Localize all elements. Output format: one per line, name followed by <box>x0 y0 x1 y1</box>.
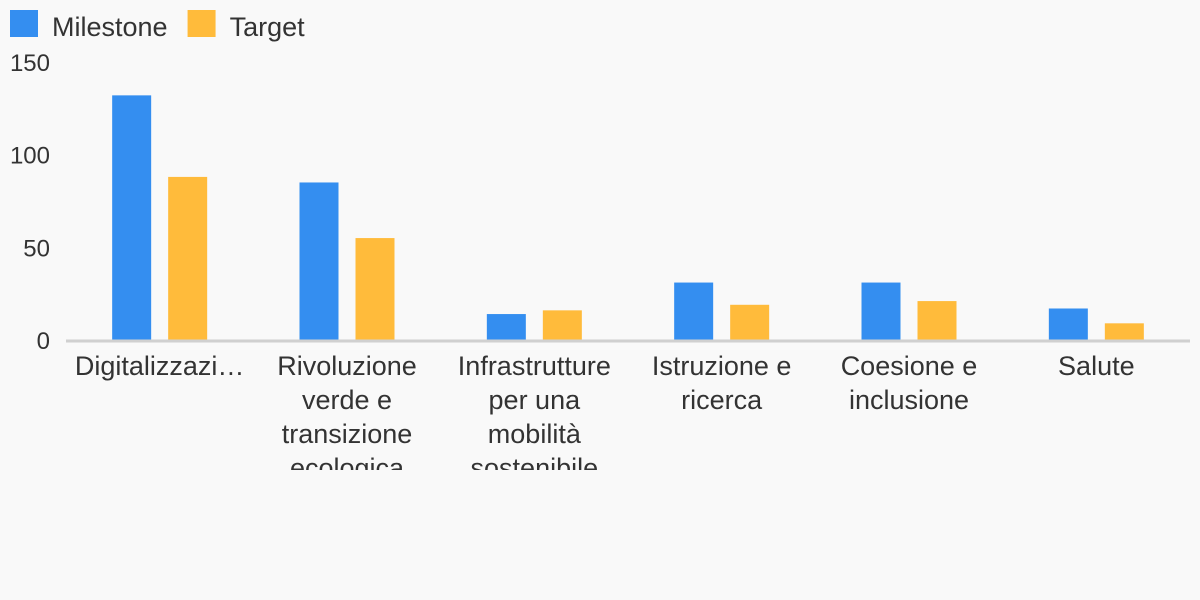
legend-label-target: Target <box>230 12 306 42</box>
bar-target <box>542 310 582 340</box>
y-tick-label: 100 <box>10 143 50 170</box>
x-tick-label: Digitalizzazi… <box>75 351 245 381</box>
y-axis: 0 50 100 150 <box>10 50 50 355</box>
y-tick-label: 0 <box>37 328 50 355</box>
bar-target <box>917 301 957 340</box>
legend-label-milestone: Milestone <box>52 12 168 42</box>
x-tick-label: Coesione e inclusione <box>841 351 978 415</box>
bar-milestone <box>486 314 526 340</box>
bar-target <box>1104 323 1144 340</box>
bar-milestone <box>674 282 714 340</box>
bars <box>112 95 1144 340</box>
bar-target <box>168 176 208 340</box>
x-tick-label: Salute <box>1058 351 1135 381</box>
bar-target <box>730 304 770 340</box>
x-tick-label: Istruzione e ricerca <box>652 351 792 415</box>
y-tick-label: 150 <box>10 50 50 77</box>
bar-milestone <box>861 282 901 340</box>
bar-milestone <box>1048 308 1088 340</box>
x-tick-label: Infrastrutture per una mobilità sostenibile <box>458 351 611 483</box>
legend: Milestone Target <box>10 10 305 42</box>
x-axis-labels: Digitalizzazi… Rivoluzione verde e transizi… <box>75 351 1135 483</box>
bar-milestone <box>112 95 152 340</box>
legend-swatch-milestone <box>10 10 38 37</box>
bar-target <box>355 238 395 340</box>
bar-milestone <box>299 182 339 340</box>
y-tick-label: 50 <box>23 235 50 262</box>
x-tick-label: Rivoluzione verde e transizione ecologica <box>277 351 417 483</box>
legend-swatch-target <box>187 10 216 37</box>
